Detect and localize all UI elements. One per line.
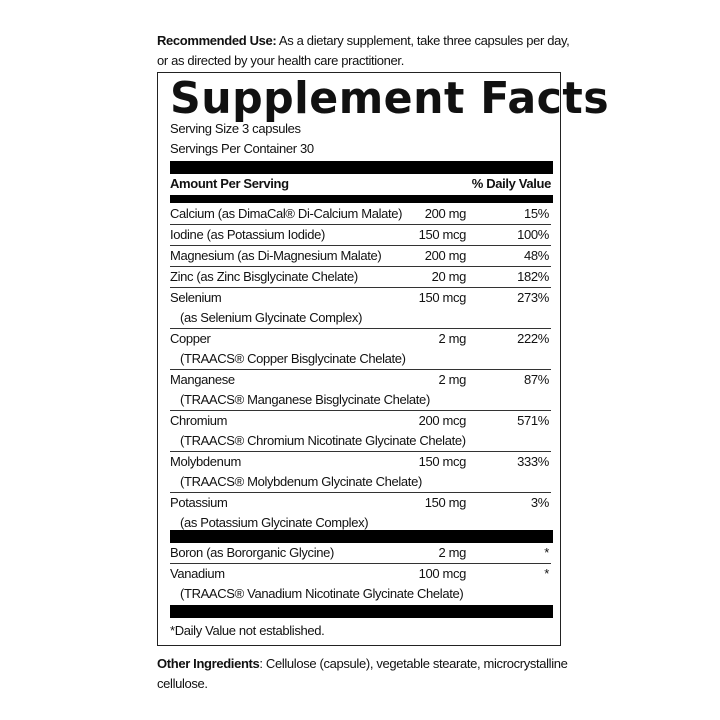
nutrient-name: Selenium — [170, 290, 222, 305]
nutrient-daily-value: 273% — [517, 290, 549, 305]
nutrient-name: Copper — [170, 331, 211, 346]
footnote: *Daily Value not established. — [170, 623, 325, 638]
recommended-use-label: Recommended Use: — [157, 33, 277, 48]
other-ingredients: Other Ingredients: Cellulose (capsule), … — [157, 654, 577, 694]
nutrient-amount: 100 mcg — [418, 566, 467, 581]
nutrient-row: Magnesium (as Di-Magnesium Malate) 200 mg… — [170, 246, 551, 267]
nutrient-daily-value: * — [544, 566, 549, 581]
other-ingredients-text: : Cellulose (capsule), vegetable stearat… — [157, 656, 568, 691]
amount-per-serving-header: Amount Per Serving — [170, 176, 289, 191]
column-header: Amount Per Serving % Daily Value — [170, 174, 551, 194]
nutrient-amount: 200 mg — [424, 248, 467, 263]
nutrient-source: (TRAACS® Manganese Bisglycinate Chelate) — [180, 392, 430, 407]
panel-title: Supplement Facts — [170, 73, 610, 124]
nutrient-source: (TRAACS® Chromium Nicotinate Glycinate C… — [180, 433, 466, 448]
nutrient-name: Calcium (as DimaCal® Di-Calcium Malate) — [170, 206, 403, 221]
nutrient-name: Molybdenum — [170, 454, 241, 469]
nutrient-name: Boron (as Bororganic Glycine) — [170, 545, 334, 560]
nutrient-row: Zinc (as Zinc Bisglycinate Chelate) 20 mg… — [170, 267, 551, 288]
nutrient-daily-value: 333% — [517, 454, 549, 469]
daily-value-header: % Daily Value — [471, 176, 552, 191]
nutrient-amount: 150 mcg — [418, 290, 467, 305]
nutrient-amount: 200 mcg — [418, 413, 467, 428]
nutrient-daily-value: 571% — [517, 413, 549, 428]
divider-bar — [170, 605, 553, 618]
nutrient-daily-value: 48% — [524, 248, 549, 263]
nutrient-row: Iodine (as Potassium Iodide) 150 mcg 100% — [170, 225, 551, 246]
nutrient-name: Magnesium (as Di-Magnesium Malate) — [170, 248, 382, 263]
nutrient-row: Potassium (as Potassium Glycinate Complex… — [170, 493, 551, 533]
nutrient-source: (TRAACS® Molybdenum Glycinate Chelate) — [180, 474, 422, 489]
nutrient-daily-value: 100% — [517, 227, 549, 242]
nutrient-amount: 150 mcg — [418, 227, 467, 242]
nutrient-row: Boron (as Bororganic Glycine) 2 mg * — [170, 543, 551, 564]
nutrient-daily-value: * — [544, 545, 549, 560]
nutrient-daily-value: 182% — [517, 269, 549, 284]
nutrient-source: (as Potassium Glycinate Complex) — [180, 515, 369, 530]
serving-size: Serving Size 3 capsules — [170, 121, 301, 136]
nutrient-daily-value: 3% — [530, 495, 549, 510]
divider-bar — [170, 195, 553, 203]
nutrient-row: Molybdenum (TRAACS® Molybdenum Glycinate … — [170, 452, 551, 493]
nutrient-daily-value: 15% — [524, 206, 549, 221]
nutrient-amount: 150 mcg — [418, 454, 467, 469]
nutrient-source: (TRAACS® Vanadium Nicotinate Glycinate C… — [180, 586, 464, 601]
nutrient-row: Chromium (TRAACS® Chromium Nicotinate Gly… — [170, 411, 551, 452]
nutrient-group-2: Boron (as Bororganic Glycine) 2 mg * Vanadi… — [170, 543, 551, 604]
divider-bar — [170, 530, 553, 543]
servings-per-container: Servings Per Container 30 — [170, 141, 314, 156]
nutrient-source: (as Selenium Glycinate Complex) — [180, 310, 363, 325]
nutrient-row: Calcium (as DimaCal® Di-Calcium Malate) 2… — [170, 204, 551, 225]
recommended-use: Recommended Use: As a dietary supplement… — [157, 31, 577, 71]
other-ingredients-label: Other Ingredients — [157, 656, 260, 671]
nutrient-group-1: Calcium (as DimaCal® Di-Calcium Malate) 2… — [170, 204, 551, 533]
nutrient-amount: 2 mg — [438, 545, 466, 560]
nutrient-amount: 20 mg — [431, 269, 467, 284]
nutrient-daily-value: 87% — [524, 372, 549, 387]
nutrient-name: Potassium — [170, 495, 228, 510]
nutrient-row: Copper (TRAACS® Copper Bisglycinate Chela… — [170, 329, 551, 370]
divider-bar — [170, 161, 553, 174]
nutrient-daily-value: 222% — [517, 331, 549, 346]
nutrient-name: Chromium — [170, 413, 228, 428]
nutrient-amount: 2 mg — [438, 372, 466, 387]
nutrient-name: Iodine (as Potassium Iodide) — [170, 227, 325, 242]
nutrient-amount: 2 mg — [438, 331, 466, 346]
nutrient-source: (TRAACS® Copper Bisglycinate Chelate) — [180, 351, 406, 366]
nutrient-row: Vanadium (TRAACS® Vanadium Nicotinate Gly… — [170, 564, 551, 604]
nutrient-name: Vanadium — [170, 566, 225, 581]
supplement-facts-panel: Supplement Facts Serving Size 3 capsules… — [157, 72, 609, 646]
nutrient-row: Selenium (as Selenium Glycinate Complex) 1… — [170, 288, 551, 329]
nutrient-amount: 200 mg — [424, 206, 467, 221]
recommended-use-text: As a dietary supplement, take three caps… — [157, 33, 570, 68]
nutrient-amount: 150 mg — [424, 495, 467, 510]
nutrient-name: Zinc (as Zinc Bisglycinate Chelate) — [170, 269, 358, 284]
nutrient-name: Manganese — [170, 372, 235, 387]
nutrient-row: Manganese (TRAACS® Manganese Bisglycinate… — [170, 370, 551, 411]
